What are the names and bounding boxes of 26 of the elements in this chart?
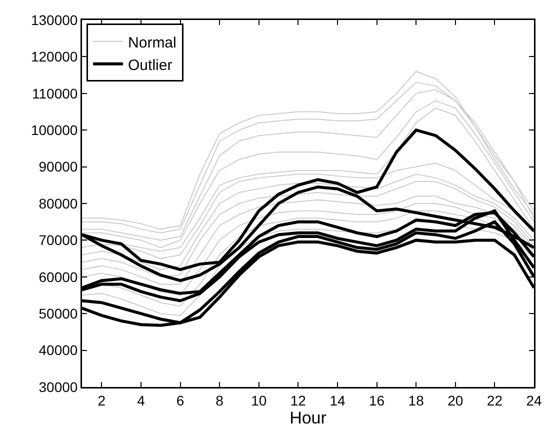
y-tick-label: 130000 (30, 12, 78, 28)
y-tick-label: 120000 (30, 48, 78, 65)
legend-label: Outlier (128, 56, 172, 74)
x-tick-label: 14 (330, 392, 346, 408)
x-tick-label: 8 (216, 392, 224, 408)
y-tick-label: 40000 (38, 342, 78, 358)
y-tick-label: 100000 (30, 122, 78, 138)
x-tick-label: 24 (526, 392, 542, 408)
legend-label: Normal (128, 34, 176, 52)
y-tick-label: 80000 (38, 195, 78, 212)
x-tick-label: 18 (408, 392, 424, 408)
y-tick-label: 30000 (38, 378, 78, 395)
x-tick-label: 22 (486, 392, 503, 408)
y-tick-label: 50000 (38, 306, 78, 322)
x-tick-label: 10 (251, 392, 267, 408)
x-tick-label: 2 (98, 392, 106, 408)
x-tick-label: 12 (290, 392, 306, 408)
x-tick-label: 4 (137, 392, 146, 408)
y-tick-label: 110000 (32, 85, 78, 102)
y-tick-label: 60000 (38, 268, 78, 285)
y-tick-label: 90000 (38, 158, 78, 175)
y-tick-label: 70000 (38, 232, 78, 248)
x-tick-label: 6 (176, 392, 184, 408)
x-axis-title: Hour (290, 408, 327, 428)
x-tick-label: 16 (368, 392, 385, 408)
x-tick-label: 20 (448, 392, 464, 408)
